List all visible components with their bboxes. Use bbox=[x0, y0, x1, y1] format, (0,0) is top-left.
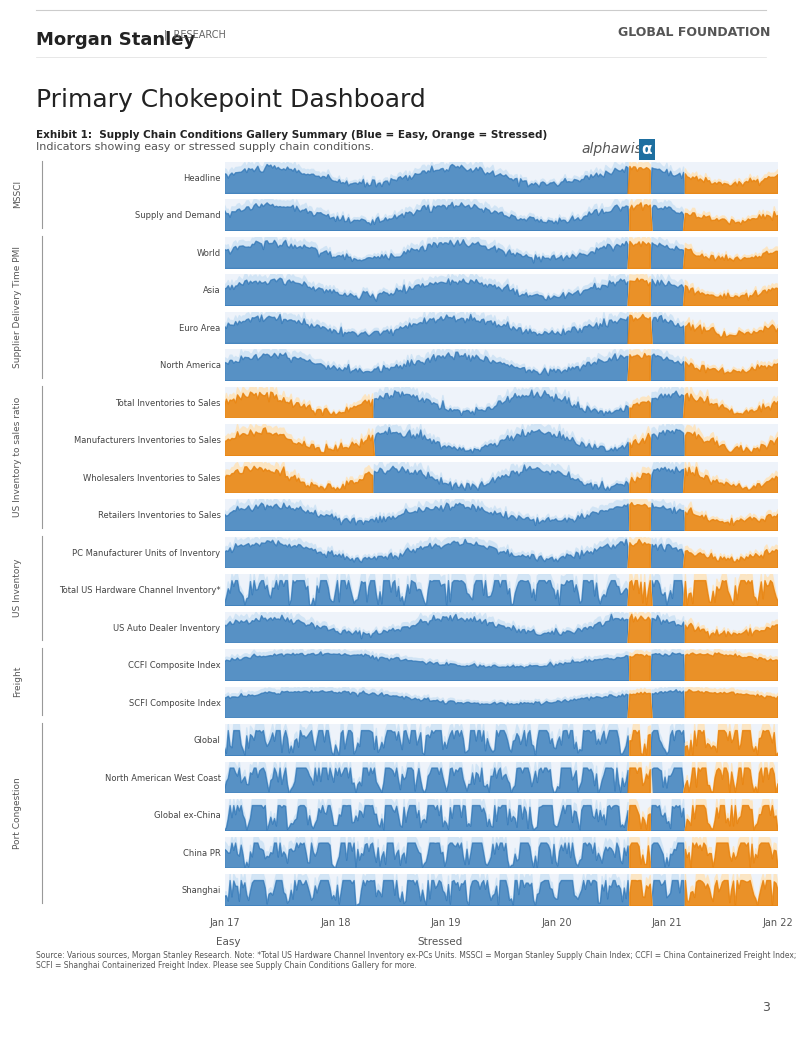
Text: Wholesalers Inventories to Sales: Wholesalers Inventories to Sales bbox=[83, 474, 221, 483]
Text: North American West Coast: North American West Coast bbox=[104, 774, 221, 783]
Text: US Inventory to sales ratio: US Inventory to sales ratio bbox=[13, 396, 22, 516]
Text: Asia: Asia bbox=[203, 286, 221, 296]
Text: Port Congestion: Port Congestion bbox=[13, 777, 22, 848]
Text: Supplier Delivery Time PMI: Supplier Delivery Time PMI bbox=[13, 246, 22, 368]
Text: SCFI Composite Index: SCFI Composite Index bbox=[128, 699, 221, 708]
Text: Easy: Easy bbox=[216, 936, 241, 947]
Text: Jan 20: Jan 20 bbox=[541, 918, 572, 928]
Text: GLOBAL FOUNDATION: GLOBAL FOUNDATION bbox=[618, 26, 770, 39]
Text: North America: North America bbox=[160, 362, 221, 370]
Text: World: World bbox=[196, 249, 221, 258]
Text: Jan 21: Jan 21 bbox=[652, 918, 683, 928]
Text: US Inventory: US Inventory bbox=[13, 559, 22, 617]
Text: 3: 3 bbox=[762, 1001, 770, 1014]
Text: Jan 19: Jan 19 bbox=[431, 918, 461, 928]
Text: Primary Chokepoint Dashboard: Primary Chokepoint Dashboard bbox=[36, 88, 426, 112]
Text: Retailers Inventories to Sales: Retailers Inventories to Sales bbox=[98, 511, 221, 521]
Text: α: α bbox=[642, 142, 652, 157]
Text: MSSCI: MSSCI bbox=[13, 180, 22, 208]
Text: Stressed: Stressed bbox=[417, 936, 462, 947]
Text: China PR: China PR bbox=[183, 848, 221, 858]
Text: Shanghai: Shanghai bbox=[181, 887, 221, 895]
Text: Exhibit 1:  Supply Chain Conditions Gallery Summary (Blue = Easy, Orange = Stres: Exhibit 1: Supply Chain Conditions Galle… bbox=[36, 130, 547, 140]
Text: Jan 22: Jan 22 bbox=[763, 918, 793, 928]
Text: |  RESEARCH: | RESEARCH bbox=[164, 29, 226, 39]
Text: CCFI Composite Index: CCFI Composite Index bbox=[128, 662, 221, 670]
Text: alphawise: alphawise bbox=[581, 142, 651, 157]
Text: Headline: Headline bbox=[183, 174, 221, 183]
Text: Manufacturers Inventories to Sales: Manufacturers Inventories to Sales bbox=[74, 437, 221, 445]
Text: Supply and Demand: Supply and Demand bbox=[135, 212, 221, 221]
Text: Indicators showing easy or stressed supply chain conditions.: Indicators showing easy or stressed supp… bbox=[36, 142, 375, 152]
Text: Morgan Stanley: Morgan Stanley bbox=[36, 31, 196, 49]
Text: Euro Area: Euro Area bbox=[180, 324, 221, 333]
Text: Jan 18: Jan 18 bbox=[320, 918, 350, 928]
Text: Global: Global bbox=[193, 736, 221, 746]
Text: Total Inventories to Sales: Total Inventories to Sales bbox=[115, 399, 221, 408]
Text: Source: Various sources, Morgan Stanley Research. Note: *Total US Hardware Chann: Source: Various sources, Morgan Stanley … bbox=[36, 951, 796, 971]
Text: PC Manufacturer Units of Inventory: PC Manufacturer Units of Inventory bbox=[72, 549, 221, 558]
Text: US Auto Dealer Inventory: US Auto Dealer Inventory bbox=[113, 624, 221, 633]
Text: Global ex-China: Global ex-China bbox=[154, 811, 221, 820]
Text: Jan 17: Jan 17 bbox=[209, 918, 240, 928]
Text: Freight: Freight bbox=[13, 666, 22, 697]
Text: Total US Hardware Channel Inventory*: Total US Hardware Channel Inventory* bbox=[59, 586, 221, 595]
